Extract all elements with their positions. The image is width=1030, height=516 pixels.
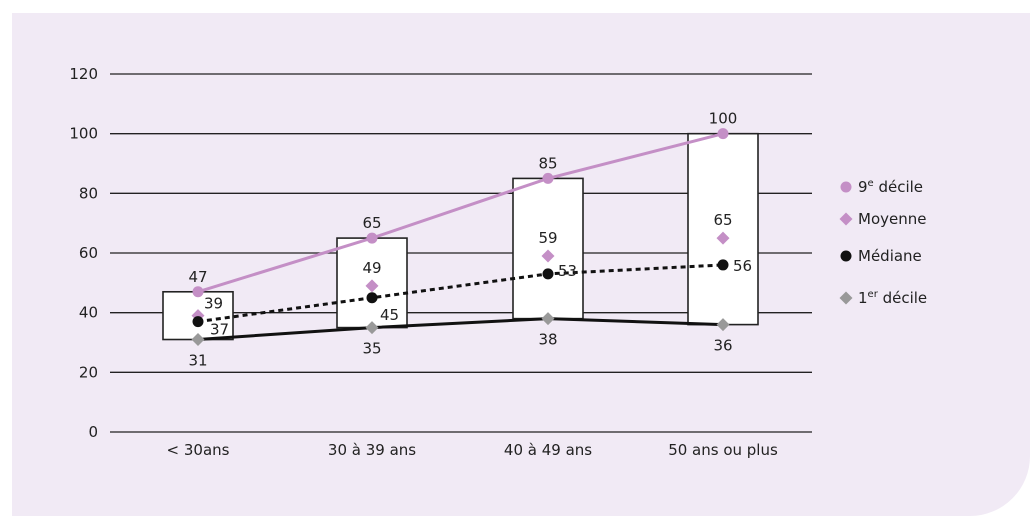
label-9e-decile: 65 [362, 214, 381, 232]
y-tick-labels: 0 20 40 60 80 100 120 [69, 65, 98, 441]
marker-moyenne [365, 279, 379, 293]
x-tick-label: 40 à 49 ans [504, 441, 592, 459]
marker-moyenne [716, 231, 730, 245]
x-tick-label: 30 à 39 ans [328, 441, 416, 459]
label-9e-decile: 85 [538, 154, 557, 172]
marker-9e-decile [192, 286, 204, 298]
x-tick-label: 50 ans ou plus [668, 441, 778, 459]
legend-label-med: Médiane [858, 247, 922, 265]
marker-1er-decile [541, 312, 555, 326]
series-markers [191, 128, 730, 347]
marker-mediane [542, 268, 554, 280]
label-9e-decile: 47 [188, 268, 207, 286]
marker-9e-decile [717, 128, 729, 140]
label-mediane: 56 [733, 257, 752, 275]
label-moyenne: 59 [538, 229, 557, 247]
data-labels: 47 31 65 35 85 38 100 36 39 49 59 65 37 45 53 56 [188, 110, 752, 370]
range-box [687, 132, 759, 326]
marker-1er-decile [716, 318, 730, 332]
y-tick-label: 40 [79, 304, 98, 322]
legend-label-moy: Moyenne [858, 210, 926, 228]
marker-9e-decile [542, 172, 554, 184]
series-lines [197, 132, 724, 342]
legend-marker-moy [839, 212, 853, 226]
marker-9e-decile [366, 232, 378, 244]
marker-1er-decile [365, 321, 379, 335]
marker-1er-decile [191, 333, 205, 347]
x-tick-label: < 30ans [167, 441, 230, 459]
label-1er-decile: 31 [188, 352, 207, 370]
legend: 9e décile Moyenne Médiane 1er décile [839, 178, 927, 307]
y-tick-label: 20 [79, 363, 98, 381]
marker-moyenne [541, 249, 555, 263]
line-1er-decile [197, 317, 724, 342]
marker-mediane [366, 292, 378, 304]
y-tick-label: 0 [88, 423, 98, 441]
marker-mediane [192, 316, 204, 328]
label-moyenne: 39 [204, 295, 223, 313]
label-1er-decile: 38 [538, 331, 557, 349]
label-mediane: 53 [558, 262, 577, 280]
marker-mediane [717, 259, 729, 271]
range-boxes [162, 132, 759, 341]
label-moyenne: 65 [713, 211, 732, 229]
legend-marker-d1 [839, 291, 853, 305]
legend-marker-d9 [840, 181, 852, 193]
legend-label-d1: 1er décile [858, 289, 927, 307]
line-9e-decile [197, 132, 724, 294]
range-box [512, 177, 584, 320]
y-tick-label: 100 [69, 125, 98, 143]
label-moyenne: 49 [362, 259, 381, 277]
label-1er-decile: 35 [362, 340, 381, 358]
label-9e-decile: 100 [709, 110, 738, 128]
y-tick-label: 60 [79, 244, 98, 262]
label-1er-decile: 36 [713, 337, 732, 355]
legend-label-d9: 9e décile [858, 178, 923, 196]
y-tick-label: 120 [69, 65, 98, 83]
label-mediane: 45 [380, 306, 399, 324]
legend-marker-med [840, 250, 852, 262]
x-tick-labels: < 30ans 30 à 39 ans 40 à 49 ans 50 ans ou p… [167, 441, 778, 459]
label-mediane: 37 [210, 321, 229, 339]
y-tick-label: 80 [79, 184, 98, 202]
line-mediane [197, 263, 724, 324]
